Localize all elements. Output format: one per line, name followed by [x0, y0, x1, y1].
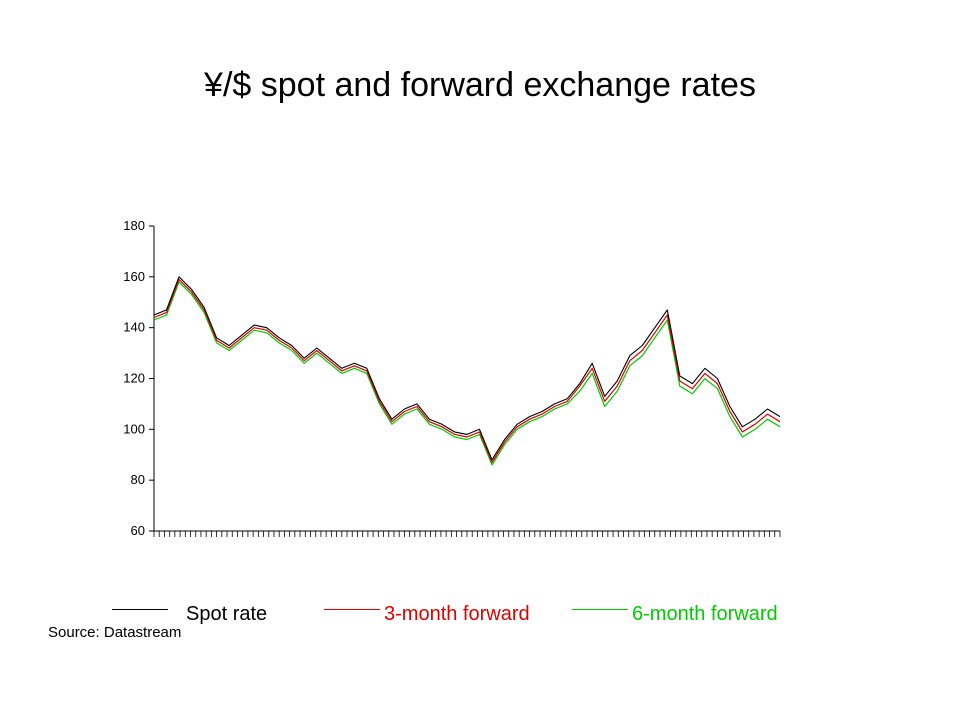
legend-line-spot [112, 609, 168, 610]
y-tick-label: 140 [123, 320, 145, 335]
series-line-6m-forward [153, 281, 781, 466]
legend-label-6m: 6-month forward [632, 603, 778, 625]
legend-line-6m [572, 609, 628, 610]
y-tick-label: 100 [123, 421, 145, 436]
y-tick-label: 60 [131, 523, 145, 538]
series-line-3m-forward [153, 278, 781, 463]
legend-label-spot: Spot rate [186, 603, 268, 625]
chart-title: ¥/$ spot and forward exchange rates [204, 66, 756, 104]
source-note: Source: Datastream [48, 624, 182, 641]
y-tick-label: 180 [123, 218, 145, 233]
legend-line-3m [324, 609, 380, 610]
y-tick-label: 80 [131, 472, 145, 487]
y-tick-label: 120 [123, 371, 145, 386]
y-tick-label: 160 [123, 269, 145, 284]
legend-label-3m: 3-month forward [384, 603, 530, 625]
series-line-spot [153, 276, 781, 461]
